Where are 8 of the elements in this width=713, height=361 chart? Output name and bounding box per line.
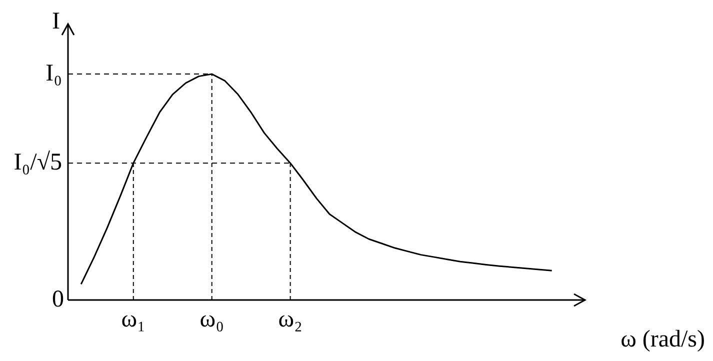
y-axis-title: I — [52, 8, 60, 34]
x-tick-label: ω₂ — [278, 306, 302, 332]
x-tick-label: ω₀ — [200, 306, 224, 332]
x-axis-title: ω (rad/s) — [620, 326, 705, 352]
text: 0 — [52, 286, 64, 312]
ref-line-label: I₀ — [46, 60, 62, 86]
x-tick-label: ω₁ — [121, 306, 146, 332]
ref-line-label: I₀/√5 — [14, 149, 62, 176]
